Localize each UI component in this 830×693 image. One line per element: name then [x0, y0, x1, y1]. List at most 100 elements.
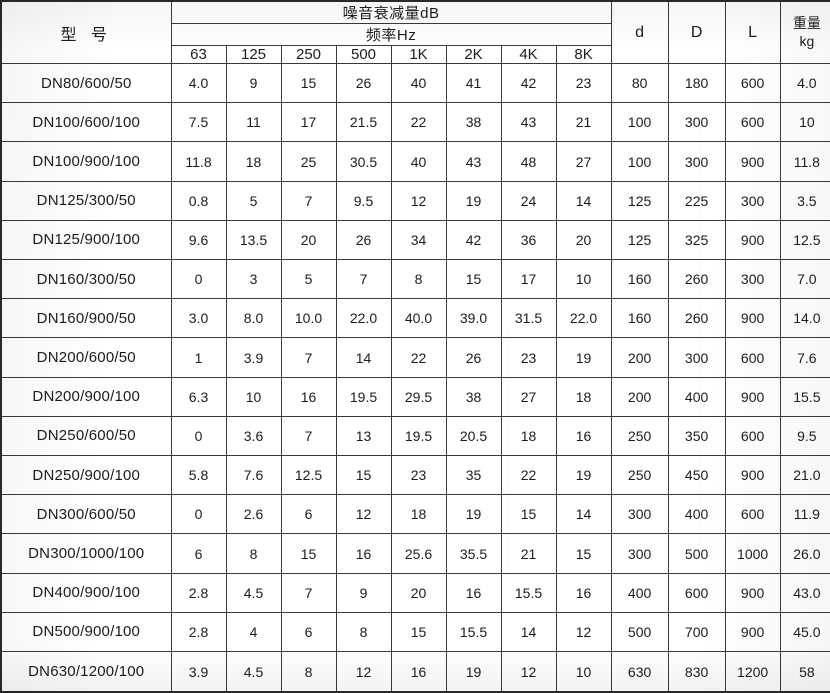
cell-attenuation-125: 4.5 — [225, 572, 282, 613]
header-band-4k: 4K — [500, 45, 557, 64]
cell-attenuation-125: 4 — [225, 611, 282, 653]
header-weight-top: 重量 — [792, 15, 821, 31]
table-row: DN300/600/50 0 2.6 6 12 18 19 15 14 300 400 600 11.9 — [0, 494, 830, 535]
cell-attenuation-1k: 15 — [390, 611, 447, 653]
cell-model: DN250/600/50 — [0, 415, 172, 457]
cell-attenuation-250: 7 — [280, 415, 337, 457]
cell-attenuation-2k: 39.0 — [445, 298, 502, 339]
cell-attenuation-250: 20 — [280, 219, 337, 261]
cell-weight: 7.0 — [779, 259, 830, 300]
cell-attenuation-4k: 22 — [500, 455, 557, 496]
cell-attenuation-4k: 21 — [500, 533, 557, 574]
cell-L: 900 — [724, 219, 781, 261]
cell-attenuation-500: 14 — [335, 337, 392, 378]
cell-L: 900 — [724, 572, 781, 613]
cell-attenuation-63: 2.8 — [170, 572, 227, 613]
cell-attenuation-2k: 16 — [445, 572, 502, 613]
cell-L: 600 — [724, 102, 781, 143]
cell-D: 400 — [667, 494, 726, 535]
cell-model: DN250/900/100 — [0, 455, 172, 496]
cell-attenuation-250: 8 — [280, 651, 337, 693]
cell-attenuation-125: 2.6 — [225, 494, 282, 535]
cell-attenuation-2k: 35 — [445, 455, 502, 496]
cell-attenuation-63: 7.5 — [170, 102, 227, 143]
cell-weight: 26.0 — [779, 533, 830, 574]
cell-attenuation-500: 9.5 — [335, 180, 392, 221]
cell-attenuation-4k: 48 — [500, 141, 557, 182]
cell-L: 300 — [724, 180, 781, 221]
cell-attenuation-2k: 19 — [445, 494, 502, 535]
cell-L: 600 — [724, 337, 781, 378]
cell-attenuation-63: 4.0 — [170, 62, 227, 104]
table-row: DN250/600/50 0 3.6 7 13 19.5 20.5 18 16 250 350 600… — [0, 415, 830, 457]
cell-L: 600 — [724, 415, 781, 457]
cell-attenuation-2k: 35.5 — [445, 533, 502, 574]
cell-attenuation-63: 0 — [170, 259, 227, 300]
header-d: d — [610, 0, 669, 64]
cell-attenuation-125: 4.5 — [225, 651, 282, 693]
cell-L: 900 — [724, 298, 781, 339]
cell-attenuation-4k: 31.5 — [500, 298, 557, 339]
cell-attenuation-2k: 41 — [445, 62, 502, 104]
cell-attenuation-1k: 8 — [390, 259, 447, 300]
header-frequency-group: 频率Hz — [170, 23, 612, 46]
cell-attenuation-4k: 12 — [500, 651, 557, 693]
cell-D: 180 — [667, 62, 726, 104]
cell-weight: 11.9 — [779, 494, 830, 535]
cell-model: DN200/900/100 — [0, 376, 172, 417]
cell-d: 80 — [610, 62, 669, 104]
table-row: DN630/1200/100 3.9 4.5 8 12 16 19 12 10 630 830 120… — [0, 651, 830, 693]
cell-model: DN80/600/50 — [0, 62, 172, 104]
cell-d: 100 — [610, 141, 669, 182]
cell-attenuation-8k: 21 — [555, 102, 612, 143]
cell-weight: 3.5 — [779, 180, 830, 221]
cell-attenuation-500: 13 — [335, 415, 392, 457]
cell-model: DN300/600/50 — [0, 494, 172, 535]
cell-d: 400 — [610, 572, 669, 613]
cell-attenuation-63: 5.8 — [170, 455, 227, 496]
cell-attenuation-1k: 20 — [390, 572, 447, 613]
cell-attenuation-250: 15 — [280, 62, 337, 104]
cell-attenuation-1k: 34 — [390, 219, 447, 261]
cell-attenuation-4k: 24 — [500, 180, 557, 221]
table-row: DN100/600/100 7.5 11 17 21.5 22 38 43 21 100 300 60… — [0, 102, 830, 143]
cell-d: 500 — [610, 611, 669, 653]
header-D: D — [667, 0, 726, 64]
cell-weight: 7.6 — [779, 337, 830, 378]
cell-D: 300 — [667, 102, 726, 143]
cell-attenuation-2k: 20.5 — [445, 415, 502, 457]
cell-attenuation-63: 6.3 — [170, 376, 227, 417]
table-row: DN400/900/100 2.8 4.5 7 9 20 16 15.5 16 400 600 900… — [0, 572, 830, 613]
cell-d: 630 — [610, 651, 669, 693]
cell-D: 225 — [667, 180, 726, 221]
cell-model: DN500/900/100 — [0, 611, 172, 653]
cell-d: 125 — [610, 219, 669, 261]
header-band-63: 63 — [170, 45, 227, 64]
table-row: DN160/300/50 0 3 5 7 8 15 17 10 160 260 300 7.0 — [0, 259, 830, 300]
table-row: DN160/900/50 3.0 8.0 10.0 22.0 40.0 39.0 31.5 22… — [0, 298, 830, 339]
cell-attenuation-8k: 22.0 — [555, 298, 612, 339]
cell-model: DN100/600/100 — [0, 102, 172, 143]
cell-attenuation-63: 0 — [170, 494, 227, 535]
cell-attenuation-8k: 23 — [555, 62, 612, 104]
cell-attenuation-250: 5 — [280, 259, 337, 300]
cell-attenuation-500: 26 — [335, 62, 392, 104]
cell-L: 900 — [724, 141, 781, 182]
header-band-2k: 2K — [445, 45, 502, 64]
cell-attenuation-500: 9 — [335, 572, 392, 613]
header-weight-unit: kg — [799, 32, 815, 49]
cell-attenuation-125: 9 — [225, 62, 282, 104]
cell-attenuation-1k: 12 — [390, 180, 447, 221]
cell-attenuation-8k: 19 — [555, 455, 612, 496]
table-row: DN300/1000/100 6 8 15 16 25.6 35.5 21 15 300 500 10… — [0, 533, 830, 574]
cell-attenuation-4k: 14 — [500, 611, 557, 653]
cell-attenuation-63: 11.8 — [170, 141, 227, 182]
cell-attenuation-250: 12.5 — [280, 455, 337, 496]
cell-attenuation-500: 26 — [335, 219, 392, 261]
cell-weight: 43.0 — [779, 572, 830, 613]
cell-model: DN630/1200/100 — [0, 651, 172, 693]
cell-attenuation-250: 7 — [280, 572, 337, 613]
table-row: DN125/900/100 9.6 13.5 20 26 34 42 36 20 125 325 90… — [0, 219, 830, 261]
cell-attenuation-1k: 40.0 — [390, 298, 447, 339]
